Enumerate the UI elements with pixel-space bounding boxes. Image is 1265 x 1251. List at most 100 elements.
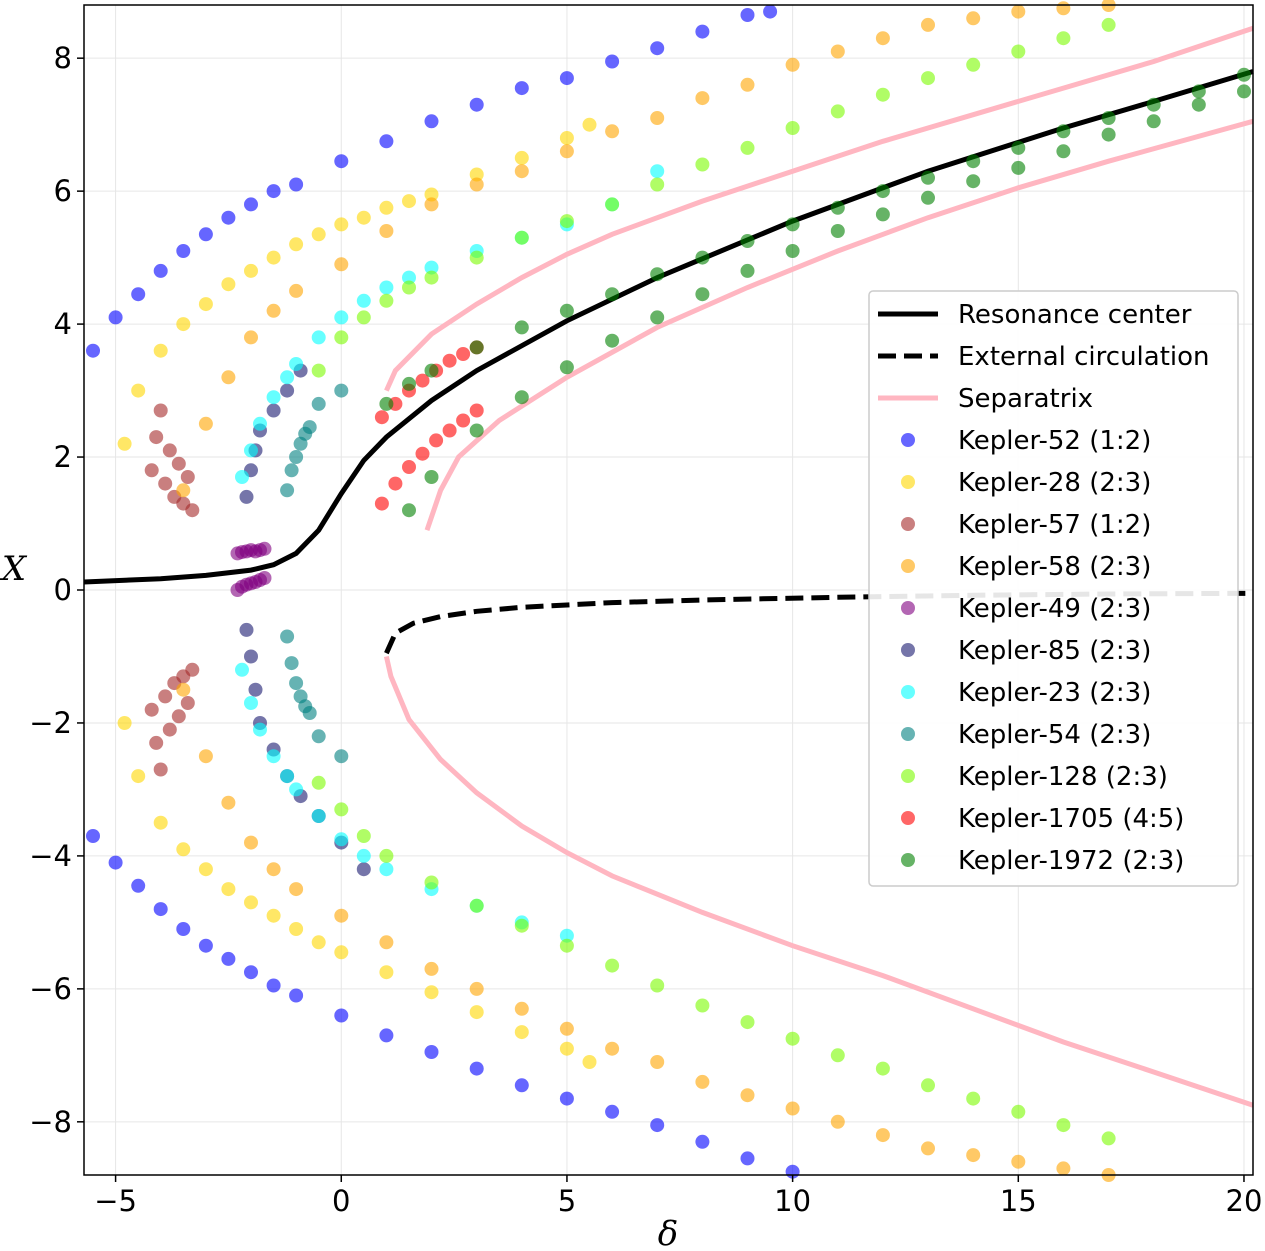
kepler-128-2-3-point: [379, 848, 394, 863]
kepler-1972-2-3-point: [966, 154, 981, 169]
legend-marker: [901, 643, 915, 657]
legend-label: Kepler-58 (2:3): [958, 552, 1151, 582]
kepler-52-1-2-point: [108, 310, 123, 325]
kepler-1972-2-3-point: [559, 360, 574, 375]
kepler-128-2-3-point: [740, 1015, 755, 1030]
kepler-1972-2-3-point: [1237, 84, 1251, 99]
kepler-52-1-2-point: [763, 4, 778, 19]
kepler-128-2-3-point: [830, 1048, 845, 1063]
kepler-28-2-3-point: [244, 263, 258, 278]
kepler-58-2-3-point: [198, 749, 213, 764]
kepler-128-2-3-point: [311, 363, 326, 378]
kepler-28-2-3-point: [131, 383, 146, 398]
kepler-28-2-3-point: [514, 150, 529, 165]
kepler-49-2-3-point: [257, 541, 272, 556]
kepler-52-1-2-point: [244, 965, 258, 980]
kepler-128-2-3-point: [1101, 17, 1116, 32]
kepler-58-2-3-point: [966, 11, 981, 26]
kepler-58-2-3-point: [650, 111, 665, 125]
kepler-57-1-2-point: [185, 503, 200, 518]
kepler-28-2-3-point: [582, 1055, 597, 1069]
kepler-58-2-3-point: [921, 17, 935, 32]
legend-label: Kepler-49 (2:3): [958, 594, 1151, 624]
separatrix-lower-branch-curve: [383, 655, 1254, 1108]
y-tick-label: 8: [54, 41, 72, 75]
kepler-58-2-3-point: [605, 124, 620, 139]
kepler-52-1-2-point: [176, 244, 191, 258]
kepler-23-2-3-point: [311, 330, 326, 345]
kepler-128-2-3-point: [334, 330, 349, 345]
kepler-128-2-3-point: [1056, 31, 1071, 46]
legend-label: Separatrix: [958, 384, 1093, 414]
kepler-58-2-3-point: [266, 862, 281, 877]
legend-label: Kepler-54 (2:3): [958, 720, 1151, 750]
kepler-1972-2-3-point: [921, 190, 935, 205]
kepler-58-2-3-point: [469, 177, 484, 192]
kepler-1972-2-3-point: [650, 310, 665, 325]
kepler-128-2-3-point: [424, 270, 439, 285]
kepler-52-1-2-point: [740, 8, 755, 22]
kepler-23-2-3-point: [311, 809, 326, 823]
kepler-28-2-3-point: [131, 769, 146, 784]
kepler-128-2-3-point: [1011, 1104, 1026, 1119]
kepler-58-2-3-point: [198, 416, 213, 431]
kepler-58-2-3-point: [176, 483, 191, 498]
kepler-58-2-3-point: [785, 57, 800, 72]
kepler-23-2-3-point: [356, 848, 371, 863]
kepler-1972-2-3-point: [740, 263, 755, 278]
kepler-128-2-3-point: [356, 310, 371, 325]
kepler-57-1-2-point: [153, 403, 168, 418]
kepler-1972-2-3-point: [875, 184, 890, 199]
kepler-52-1-2-point: [198, 938, 213, 953]
kepler-128-2-3-point: [966, 1091, 981, 1106]
kepler-58-2-3-point: [379, 935, 394, 950]
kepler-1972-2-3-point: [830, 200, 845, 215]
kepler-23-2-3-point: [424, 260, 439, 275]
kepler-23-2-3-point: [289, 357, 304, 371]
kepler-28-2-3-point: [311, 227, 326, 242]
kepler-128-2-3-point: [379, 293, 394, 308]
kepler-1705-4-5-point: [456, 413, 471, 428]
kepler-52-1-2-point: [514, 1078, 529, 1093]
kepler-49-2-3-point: [257, 571, 272, 585]
kepler-57-1-2-point: [153, 762, 168, 777]
kepler-28-2-3-point: [117, 436, 132, 451]
kepler-52-1-2-point: [695, 1134, 710, 1149]
legend-box: [868, 290, 1239, 887]
kepler-52-1-2-point: [650, 41, 665, 56]
y-tick-label: −8: [29, 1105, 72, 1139]
kepler-52-1-2-point: [266, 184, 281, 199]
kepler-58-2-3-point: [1101, 0, 1116, 12]
legend-marker: [901, 475, 915, 489]
kepler-1972-2-3-point: [785, 217, 800, 232]
kepler-54-2-3-point: [280, 483, 295, 498]
kepler-1972-2-3-point: [424, 470, 439, 484]
kepler-128-2-3-point: [650, 177, 665, 192]
kepler-28-2-3-point: [424, 985, 439, 1000]
legend-marker: [901, 517, 915, 531]
kepler-1705-4-5-point: [429, 433, 444, 448]
kepler-1972-2-3-point: [921, 170, 935, 185]
kepler-58-2-3-point: [469, 981, 484, 996]
kepler-58-2-3-point: [966, 1148, 981, 1163]
legend-marker: [901, 433, 915, 447]
kepler-54-2-3-point: [284, 656, 299, 671]
kepler-128-2-3-point: [311, 775, 326, 790]
kepler-28-2-3-point: [379, 200, 394, 215]
kepler-52-1-2-point: [740, 1151, 755, 1166]
kepler-58-2-3-point: [875, 1128, 890, 1143]
kepler-52-1-2-point: [289, 988, 304, 1003]
kepler-28-2-3-point: [153, 815, 168, 830]
kepler-85-2-3-point: [244, 649, 258, 664]
kepler-28-2-3-point: [559, 131, 574, 145]
kepler-52-1-2-point: [559, 1091, 574, 1106]
kepler-54-2-3-point: [302, 706, 317, 720]
kepler-1972-2-3-point: [1056, 144, 1071, 159]
legend-label: Kepler-1705 (4:5): [958, 804, 1184, 834]
kepler-128-2-3-point: [514, 918, 529, 933]
legend-marker: [901, 559, 915, 573]
kepler-52-1-2-point: [221, 951, 236, 966]
kepler-58-2-3-point: [875, 31, 890, 46]
